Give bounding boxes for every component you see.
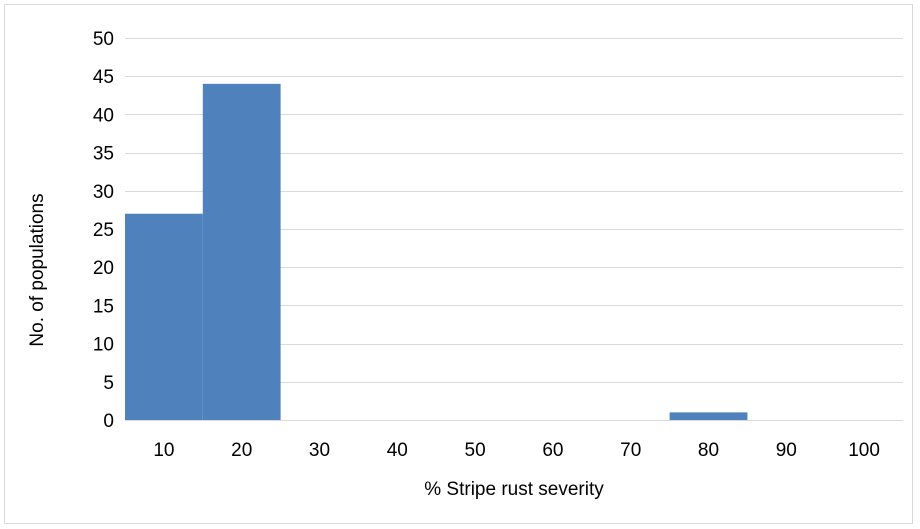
x-tick-label: 40: [387, 440, 408, 461]
x-tick-label: 20: [231, 440, 252, 461]
y-tick-label: 30: [93, 182, 114, 203]
y-tick-label: 45: [93, 67, 114, 88]
y-axis-title: No. of populations: [27, 193, 48, 346]
x-tick-label: 50: [465, 440, 486, 461]
x-tick-label: 10: [153, 440, 174, 461]
x-tick-label: 90: [776, 440, 797, 461]
bar-10: [125, 213, 203, 420]
y-tick-label: 0: [103, 411, 114, 432]
x-axis: 10 20 30 40 50 60 70 80 90 100: [153, 440, 880, 461]
x-tick-label: 100: [848, 440, 880, 461]
y-axis: 0 5 10 15 20 25 30 35 40 45 50: [93, 29, 114, 432]
x-tick-label: 30: [309, 440, 330, 461]
x-tick-label: 60: [542, 440, 563, 461]
y-tick-label: 40: [93, 105, 114, 126]
bar-80: [669, 412, 748, 420]
y-tick-label: 25: [93, 220, 114, 241]
y-tick-label: 15: [93, 296, 114, 317]
x-axis-title: % Stripe rust severity: [424, 479, 604, 500]
bar-20: [202, 83, 281, 420]
y-tick-label: 5: [103, 373, 114, 394]
y-tick-label: 20: [93, 258, 114, 279]
y-tick-label: 35: [93, 144, 114, 165]
bars: [125, 83, 748, 420]
y-tick-label: 10: [93, 335, 114, 356]
x-tick-label: 80: [698, 440, 719, 461]
x-tick-label: 70: [620, 440, 641, 461]
y-tick-label: 50: [93, 29, 114, 50]
